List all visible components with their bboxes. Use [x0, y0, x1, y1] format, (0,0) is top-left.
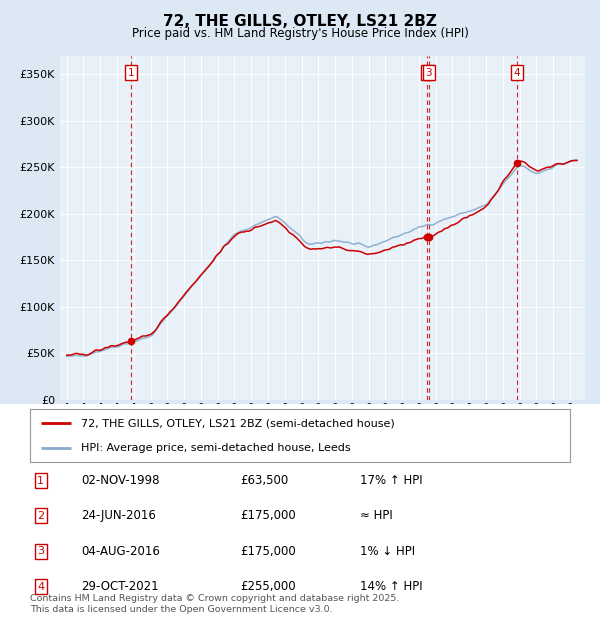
Text: Contains HM Land Registry data © Crown copyright and database right 2025.
This d: Contains HM Land Registry data © Crown c… [30, 595, 400, 614]
Text: 29-OCT-2021: 29-OCT-2021 [81, 580, 158, 593]
Text: HPI: Average price, semi-detached house, Leeds: HPI: Average price, semi-detached house,… [82, 443, 351, 453]
Text: ≈ HPI: ≈ HPI [360, 510, 393, 522]
Text: 72, THE GILLS, OTLEY, LS21 2BZ: 72, THE GILLS, OTLEY, LS21 2BZ [163, 14, 437, 29]
Text: 02-NOV-1998: 02-NOV-1998 [81, 474, 160, 487]
Text: £255,000: £255,000 [240, 580, 296, 593]
Text: 17% ↑ HPI: 17% ↑ HPI [360, 474, 422, 487]
Text: Price paid vs. HM Land Registry's House Price Index (HPI): Price paid vs. HM Land Registry's House … [131, 27, 469, 40]
Text: 1% ↓ HPI: 1% ↓ HPI [360, 545, 415, 557]
Text: 3: 3 [425, 68, 432, 78]
Text: 2: 2 [424, 68, 430, 78]
Text: 72, THE GILLS, OTLEY, LS21 2BZ (semi-detached house): 72, THE GILLS, OTLEY, LS21 2BZ (semi-det… [82, 418, 395, 428]
Text: £63,500: £63,500 [240, 474, 288, 487]
Text: 4: 4 [514, 68, 520, 78]
Text: 1: 1 [128, 68, 134, 78]
Text: 2: 2 [37, 511, 44, 521]
Text: 1: 1 [37, 476, 44, 485]
Text: £175,000: £175,000 [240, 545, 296, 557]
Text: £175,000: £175,000 [240, 510, 296, 522]
Text: 04-AUG-2016: 04-AUG-2016 [81, 545, 160, 557]
Text: 14% ↑ HPI: 14% ↑ HPI [360, 580, 422, 593]
Text: 24-JUN-2016: 24-JUN-2016 [81, 510, 156, 522]
Text: 3: 3 [37, 546, 44, 556]
Text: 4: 4 [37, 582, 44, 591]
